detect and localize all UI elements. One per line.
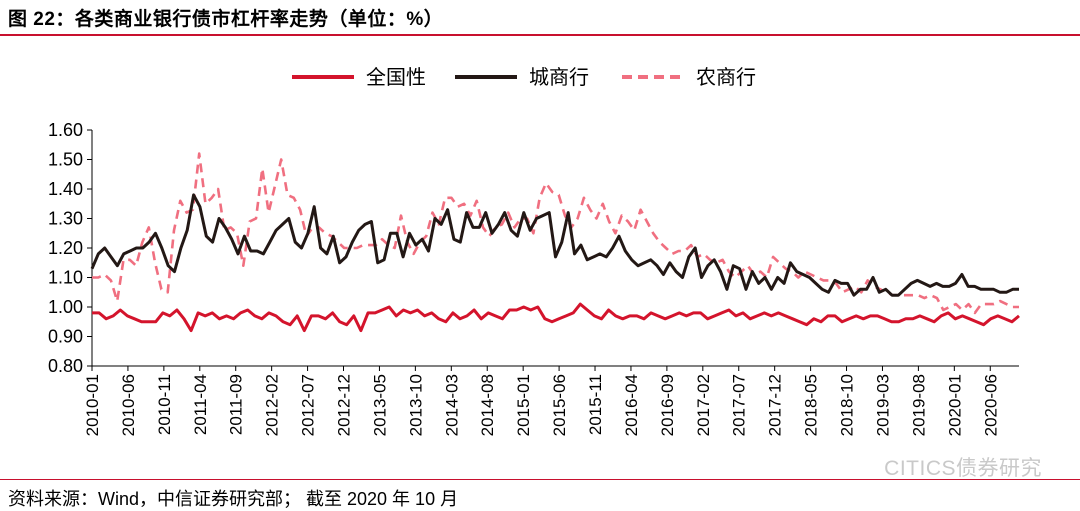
legend-label-city: 城商行 <box>529 66 589 89</box>
x-tick-label: 2013-10 <box>406 374 425 436</box>
x-tick-label: 2020-06 <box>981 374 1000 436</box>
x-tick-label: 2019-03 <box>873 374 892 436</box>
footer-divider <box>0 479 1080 480</box>
series-line-rural <box>92 152 1019 315</box>
x-tick-label: 2017-07 <box>730 374 749 436</box>
x-tick-label: 2016-09 <box>658 374 677 436</box>
legend: 全国性 城商行 农商行 <box>292 66 756 89</box>
y-tick-label: 1.20 <box>48 238 83 258</box>
x-tick-label: 2015-06 <box>550 374 569 436</box>
x-tick-label: 2017-12 <box>766 374 785 436</box>
x-tick-label: 2018-10 <box>838 374 857 436</box>
y-tick-label: 1.40 <box>48 179 83 199</box>
x-tick-label: 2017-02 <box>694 374 713 436</box>
plot-area <box>90 152 1020 333</box>
y-tick-label: 0.90 <box>48 327 83 347</box>
x-tick-label: 2018-05 <box>802 374 821 436</box>
x-tick-label: 2010-11 <box>155 374 174 435</box>
x-tick-label: 2016-04 <box>622 374 641 436</box>
x-tick-label: 2012-12 <box>335 374 354 436</box>
series-line-city <box>90 193 1019 297</box>
watermark: CITICS债券研究 <box>884 457 1042 480</box>
series-line-all <box>92 302 1020 333</box>
x-tick-label: 2014-03 <box>442 374 461 436</box>
x-tick-label: 2010-06 <box>119 374 138 436</box>
legend-label-all: 全国性 <box>366 66 426 89</box>
line-chart: 全国性 城商行 农商行 1.60 1.50 1.40 1.30 1.20 1.10 1.00… <box>48 66 1020 436</box>
y-tick-label: 1.30 <box>48 209 83 229</box>
x-tick-label: 2010-01 <box>83 374 102 436</box>
x-tick-label: 2019-08 <box>909 374 928 436</box>
x-tick-label: 2014-08 <box>478 374 497 436</box>
chart-title: 图 22：各类商业银行债市杠杆率走势（单位：%） <box>8 9 444 30</box>
x-tick-label: 2013-05 <box>370 374 389 436</box>
x-tick-label: 2015-01 <box>514 374 533 436</box>
x-tick-label: 2020-01 <box>945 374 964 436</box>
y-tick-label: 1.00 <box>48 297 83 317</box>
x-tick-label: 2011-04 <box>191 374 210 435</box>
y-tick-label: 1.60 <box>48 120 83 140</box>
y-tick-label: 1.10 <box>48 268 83 288</box>
y-axis: 1.60 1.50 1.40 1.30 1.20 1.10 1.00 0.90 0.80 <box>48 120 93 376</box>
x-tick-label: 2012-02 <box>263 374 282 436</box>
x-tick-label: 2012-07 <box>299 374 318 436</box>
x-tick-label: 2011-09 <box>227 374 246 435</box>
y-tick-label: 1.50 <box>48 150 83 170</box>
legend-label-rural: 农商行 <box>696 66 756 89</box>
x-tick-label: 2015-11 <box>586 374 605 435</box>
x-axis: 2010-01 2010-06 2010-11 2011-04 2011-09 2012-… <box>83 365 1019 436</box>
y-tick-label: 0.80 <box>48 356 83 376</box>
source-note: 资料来源：Wind，中信证券研究部； 截至 2020 年 10 月 <box>8 489 459 509</box>
title-divider <box>0 34 1080 36</box>
